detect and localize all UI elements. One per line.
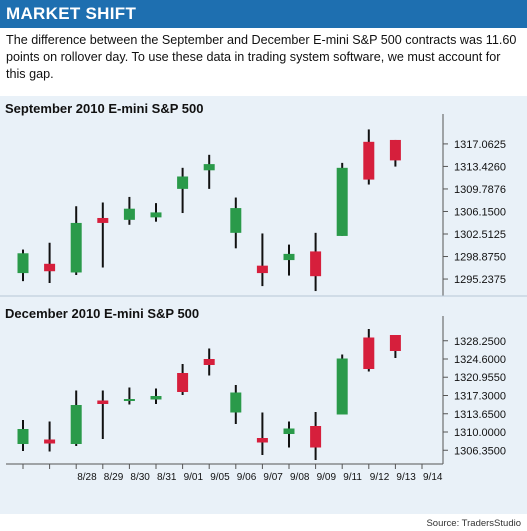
candle-body-down xyxy=(256,265,268,274)
candle-body-up xyxy=(177,176,189,189)
chart-panel xyxy=(0,96,527,514)
candle-body-down xyxy=(177,373,189,392)
x-tick-label: 8/30 xyxy=(130,472,150,483)
x-tick-label: 9/14 xyxy=(423,472,443,483)
candle-body-up xyxy=(123,399,135,401)
y-tick-label: 1295.2375 xyxy=(454,274,506,286)
candle-body-up xyxy=(283,428,295,434)
y-tick-label: 1306.1500 xyxy=(454,206,506,218)
panel-title: December 2010 E-mini S&P 500 xyxy=(5,306,199,321)
candle-body-down xyxy=(97,217,109,223)
y-tick-label: 1302.5125 xyxy=(454,229,506,241)
candle-body-up xyxy=(203,164,215,171)
x-tick-label: 9/09 xyxy=(317,472,337,483)
x-tick-label: 9/07 xyxy=(263,472,283,483)
candle-body-down xyxy=(310,251,322,277)
candle-body-up xyxy=(17,429,29,444)
y-tick-label: 1320.9550 xyxy=(454,372,506,384)
candle-body-up xyxy=(70,222,82,273)
candle-body-down xyxy=(44,439,56,444)
x-tick-label: 9/13 xyxy=(396,472,416,483)
candle-body-down xyxy=(310,426,322,448)
candle-body-up xyxy=(230,208,242,233)
x-tick-label: 9/06 xyxy=(237,472,257,483)
y-tick-label: 1306.3500 xyxy=(454,445,506,457)
panel-title: September 2010 E-mini S&P 500 xyxy=(5,101,203,116)
x-tick-label: 9/01 xyxy=(184,472,204,483)
x-tick-label: 9/05 xyxy=(210,472,230,483)
y-tick-label: 1313.4260 xyxy=(454,161,506,173)
candle-body-down xyxy=(44,263,56,272)
y-tick-label: 1324.6000 xyxy=(454,354,506,366)
y-tick-label: 1313.6500 xyxy=(454,409,506,421)
x-tick-label: 8/29 xyxy=(104,472,124,483)
candlestick-charts: September 2010 E-mini S&P 500 1317.0625 13… xyxy=(0,101,527,483)
candle-body-down xyxy=(256,438,268,443)
y-tick-label: 1317.0625 xyxy=(454,139,506,151)
candle-body-up xyxy=(150,396,162,400)
figure-caption: The difference between the September and… xyxy=(6,33,517,81)
y-tick-label: 1310.0000 xyxy=(454,427,506,439)
x-tick-label: 9/08 xyxy=(290,472,310,483)
x-tick-label: 8/28 xyxy=(77,472,97,483)
candle-body-up xyxy=(17,253,29,274)
candle-body-up xyxy=(336,358,348,415)
figure-title: MARKET SHIFT xyxy=(6,4,137,23)
x-tick-label: 9/12 xyxy=(370,472,390,483)
candle-body-up xyxy=(336,167,348,236)
y-tick-label: 1328.2500 xyxy=(454,336,506,348)
candle-body-down xyxy=(389,139,401,161)
candle-body-down xyxy=(363,141,375,180)
candle-body-up xyxy=(283,253,295,261)
candle-body-down xyxy=(203,359,215,365)
y-tick-label: 1317.3000 xyxy=(454,391,506,403)
candle-body-down xyxy=(97,400,109,404)
x-tick-label: 9/11 xyxy=(343,472,362,483)
y-tick-label: 1309.7876 xyxy=(454,184,506,196)
candle-body-down xyxy=(363,337,375,369)
candle-body-up xyxy=(70,405,82,444)
candle-body-up xyxy=(123,208,135,220)
header-bar: MARKET SHIFT xyxy=(0,0,527,28)
candle-body-down xyxy=(389,335,401,351)
y-tick-label: 1298.8750 xyxy=(454,252,506,264)
candle-body-up xyxy=(150,212,162,218)
candle-body-up xyxy=(230,392,242,413)
x-tick-label: 8/31 xyxy=(157,472,177,483)
source-note: Source: TradersStudio xyxy=(426,518,521,529)
